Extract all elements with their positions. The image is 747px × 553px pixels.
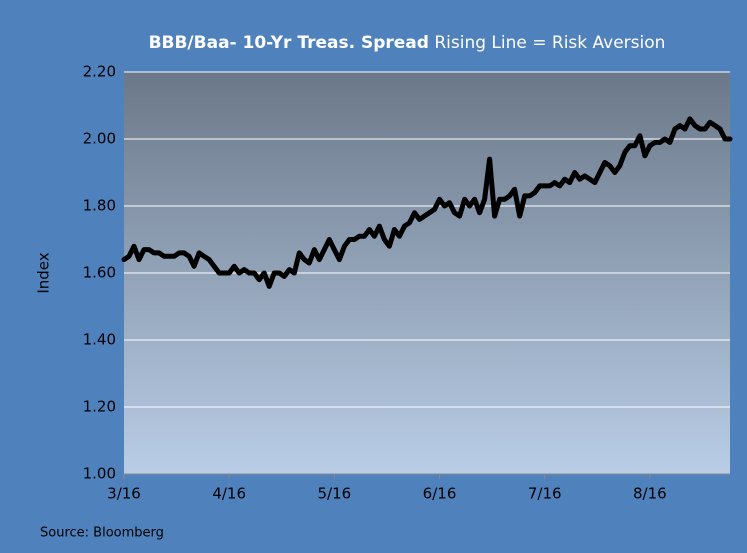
y-tick-label: 1.20 bbox=[83, 398, 116, 416]
x-tick-label: 7/16 bbox=[528, 485, 562, 503]
x-tick-label: 3/16 bbox=[107, 485, 141, 503]
title-main: BBB/Baa- 10-Yr Treas. Spread bbox=[149, 33, 429, 53]
y-tick-label: 1.80 bbox=[83, 197, 116, 215]
y-tick-label: 1.40 bbox=[83, 331, 116, 349]
x-tick-label: 8/16 bbox=[633, 485, 667, 503]
y-tick-label: 2.20 bbox=[83, 63, 116, 81]
y-tick-label: 1.60 bbox=[83, 264, 116, 282]
source: Source: Bloomberg bbox=[40, 526, 164, 541]
title-sub: Rising Line = Risk Aversion bbox=[434, 33, 665, 53]
x-tick-label: 4/16 bbox=[212, 485, 246, 503]
y-tick-label: 2.00 bbox=[83, 130, 116, 148]
chart-title: BBB/Baa- 10-Yr Treas. Spread Rising Line… bbox=[149, 33, 666, 53]
x-tick-label: 5/16 bbox=[318, 485, 352, 503]
y-axis-label: Index bbox=[35, 252, 53, 293]
x-tick-label: 6/16 bbox=[423, 485, 457, 503]
y-tick-label: 1.00 bbox=[83, 465, 116, 483]
line-series bbox=[121, 116, 733, 289]
